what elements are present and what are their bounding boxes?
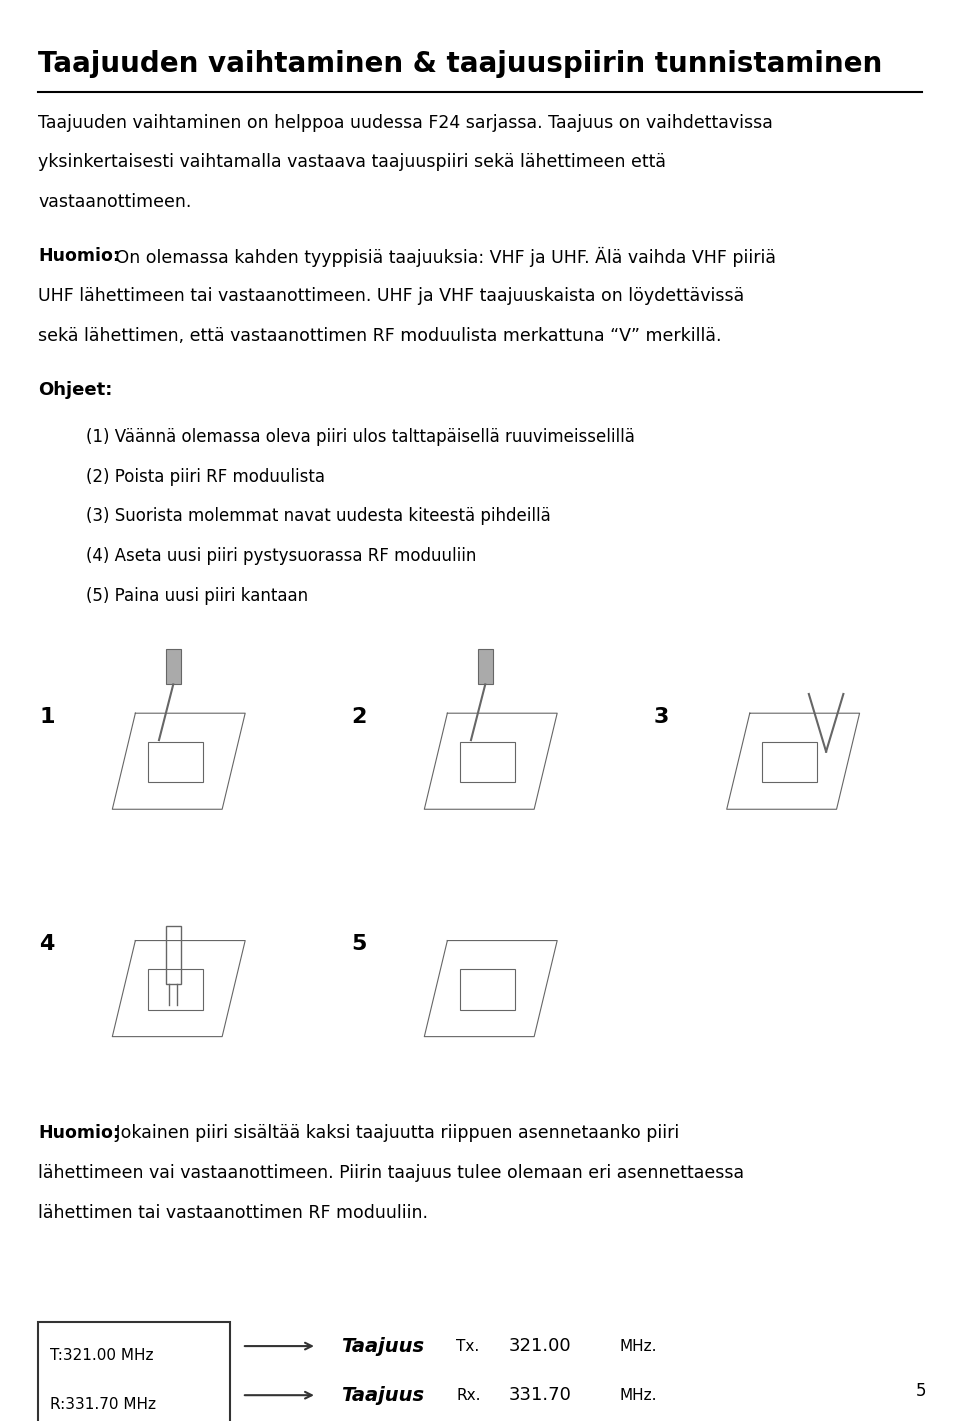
Text: Taajuuden vaihtaminen & taajuuspiirin tunnistaminen: Taajuuden vaihtaminen & taajuuspiirin tu… xyxy=(38,50,882,78)
Text: Rx.: Rx. xyxy=(456,1388,481,1403)
Text: 321.00: 321.00 xyxy=(509,1337,571,1356)
Text: MHz.: MHz. xyxy=(619,1388,657,1403)
Text: 2: 2 xyxy=(351,706,367,728)
Bar xyxy=(460,969,515,1010)
Bar xyxy=(38,1322,230,1421)
Bar xyxy=(148,969,203,1010)
Text: sekä lähettimen, että vastaanottimen RF moduulista merkattuna “V” merkillä.: sekä lähettimen, että vastaanottimen RF … xyxy=(38,327,722,345)
Text: Huomio:: Huomio: xyxy=(38,1124,120,1142)
Text: lähettimen tai vastaanottimen RF moduuliin.: lähettimen tai vastaanottimen RF moduuli… xyxy=(38,1204,428,1222)
Text: 4: 4 xyxy=(39,934,55,955)
Text: 331.70: 331.70 xyxy=(509,1387,571,1404)
Bar xyxy=(477,649,492,685)
Text: 5: 5 xyxy=(351,934,367,955)
Text: (1) Väännä olemassa oleva piiri ulos talttapäisellä ruuvimeisselillä: (1) Väännä olemassa oleva piiri ulos tal… xyxy=(86,428,636,446)
Text: MHz.: MHz. xyxy=(619,1339,657,1354)
Text: 3: 3 xyxy=(654,706,669,728)
Bar xyxy=(148,742,203,783)
Bar xyxy=(460,742,515,783)
Text: (3) Suorista molemmat navat uudesta kiteestä pihdeillä: (3) Suorista molemmat navat uudesta kite… xyxy=(86,507,551,526)
Text: UHF lähettimeen tai vastaanottimeen. UHF ja VHF taajuuskaista on löydettävissä: UHF lähettimeen tai vastaanottimeen. UHF… xyxy=(38,287,745,306)
Text: 5: 5 xyxy=(916,1381,926,1400)
Text: (4) Aseta uusi piiri pystysuorassa RF moduuliin: (4) Aseta uusi piiri pystysuorassa RF mo… xyxy=(86,547,477,566)
Text: 1: 1 xyxy=(39,706,55,728)
Text: Taajuuden vaihtaminen on helppoa uudessa F24 sarjassa. Taajuus on vaihdettavissa: Taajuuden vaihtaminen on helppoa uudessa… xyxy=(38,114,773,132)
Bar xyxy=(762,742,817,783)
Text: T:321.00 MHz: T:321.00 MHz xyxy=(50,1349,154,1363)
Text: vastaanottimeen.: vastaanottimeen. xyxy=(38,193,192,212)
Text: Taajuus: Taajuus xyxy=(341,1385,424,1405)
Text: Jokainen piiri sisältää kaksi taajuutta riippuen asennetaanko piiri: Jokainen piiri sisältää kaksi taajuutta … xyxy=(110,1124,680,1142)
Bar xyxy=(165,926,180,983)
Text: Ohjeet:: Ohjeet: xyxy=(38,381,112,399)
Text: (2) Poista piiri RF moduulista: (2) Poista piiri RF moduulista xyxy=(86,468,325,486)
Text: Tx.: Tx. xyxy=(456,1339,479,1354)
Text: lähettimeen vai vastaanottimeen. Piirin taajuus tulee olemaan eri asennettaessa: lähettimeen vai vastaanottimeen. Piirin … xyxy=(38,1164,745,1182)
Text: yksinkertaisesti vaihtamalla vastaava taajuuspiiri sekä lähettimeen että: yksinkertaisesti vaihtamalla vastaava ta… xyxy=(38,153,666,172)
Text: Taajuus: Taajuus xyxy=(341,1337,424,1356)
Bar xyxy=(165,649,180,685)
Text: On olemassa kahden tyyppisiä taajuuksia: VHF ja UHF. Älä vaihda VHF piiriä: On olemassa kahden tyyppisiä taajuuksia:… xyxy=(110,247,777,267)
Text: R:331.70 MHz: R:331.70 MHz xyxy=(50,1397,156,1412)
Text: (5) Paina uusi piiri kantaan: (5) Paina uusi piiri kantaan xyxy=(86,587,308,605)
Text: Huomio:: Huomio: xyxy=(38,247,120,266)
